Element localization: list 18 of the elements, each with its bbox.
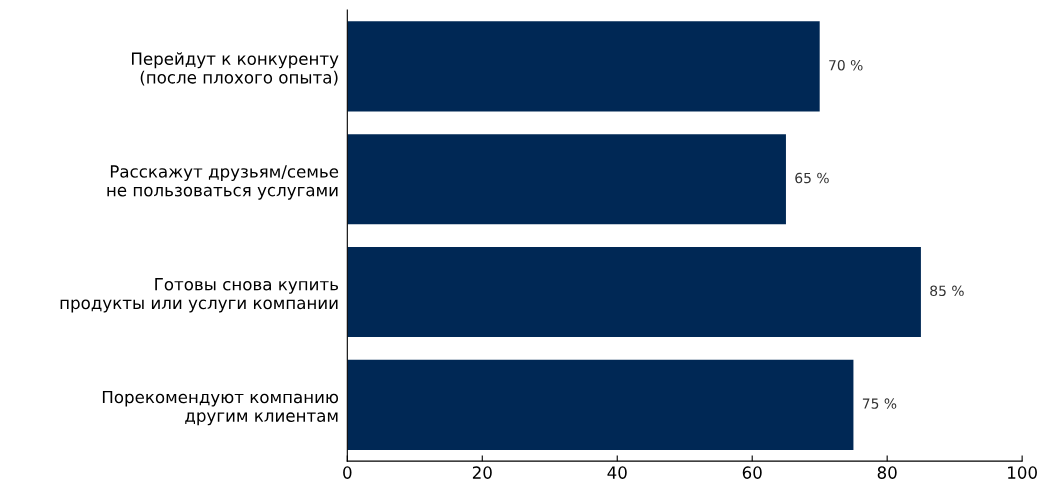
x-tick-label: 60 bbox=[742, 466, 762, 479]
x-tick-label: 0 bbox=[343, 466, 352, 479]
bar bbox=[347, 21, 820, 112]
y-tick-label: Порекомендуют компанию другим клиентам bbox=[102, 390, 339, 426]
bar bbox=[347, 246, 921, 338]
y-tick-label: Перейдут к конкуренту (после плохого опыта) bbox=[132, 52, 339, 86]
x-tick-label: 100 bbox=[1008, 466, 1037, 479]
x-tick-label: 80 bbox=[877, 466, 897, 479]
data-label: 85 % bbox=[930, 285, 964, 297]
bar bbox=[347, 134, 786, 225]
x-tick-label: 40 bbox=[607, 466, 627, 479]
y-tick-label: Готовы снова купить продукты или услуги компании bbox=[60, 278, 338, 313]
data-label: 75 % bbox=[862, 398, 897, 409]
data-label: 70 % bbox=[829, 59, 863, 71]
x-tick-label: 20 bbox=[472, 466, 492, 479]
bar bbox=[347, 359, 854, 450]
y-tick-label: Расскажут друзьям/семье не пользоваться услугами bbox=[107, 165, 339, 200]
data-label: 65 % bbox=[795, 172, 829, 184]
